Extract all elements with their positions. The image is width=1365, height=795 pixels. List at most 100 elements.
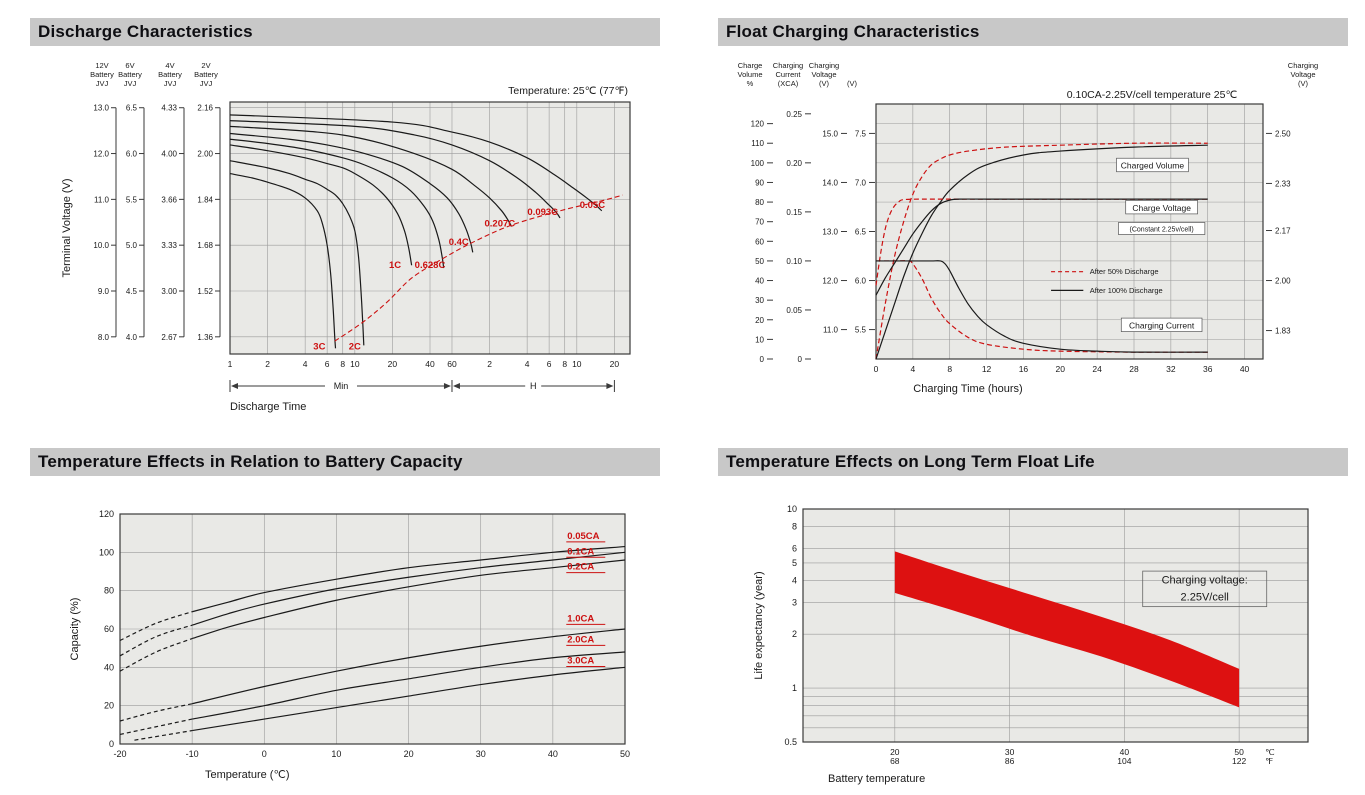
plot-frame (875, 103, 1264, 360)
axis-header: (V) (847, 79, 858, 88)
x-tick-celsius: 50 (1234, 747, 1244, 757)
axis-tick: 0.10 (786, 257, 802, 266)
x-tick: 6 (547, 359, 552, 369)
y-axis-header: 6V (125, 61, 134, 70)
axis-header: (V) (1298, 79, 1309, 88)
y-tick: 80 (104, 586, 114, 596)
y-axis-title: Capacity (%) (69, 598, 81, 661)
y-tick: 40 (104, 662, 114, 672)
x-unit-label: H (530, 381, 537, 391)
axis-header: Charging (773, 61, 803, 70)
axis-tick: 20 (755, 316, 764, 325)
panel-discharge-characteristics: Discharge Characteristics 1 2 4 6 8 10 20 40 60 2… (30, 18, 660, 422)
x-tick: 2 (487, 359, 492, 369)
axis-tick: 70 (755, 218, 764, 227)
arrowhead-left-icon (231, 383, 238, 389)
y-tick: 8 (792, 521, 797, 531)
axis-header: Voltage (1290, 70, 1315, 79)
y-tick: 2 (792, 629, 797, 639)
y-tick: 3.00 (161, 287, 177, 296)
series-label: 1.0CA (567, 613, 594, 624)
curve-label: Charging Current (1129, 321, 1195, 331)
y-tick: 11.0 (94, 195, 110, 204)
legend-label: After 100% Discharge (1090, 286, 1163, 295)
x-tick: 50 (620, 749, 630, 759)
x-tick: 20 (388, 359, 398, 369)
axis-tick: 40 (755, 277, 764, 286)
x-tick: 6 (325, 359, 330, 369)
series-label: 3C (313, 342, 325, 353)
series-label: 1C (389, 260, 401, 271)
float-life-chart: 1086543210.5206830864010450122℃℉Charging… (753, 504, 1309, 785)
y-tick: 6.5 (126, 104, 138, 113)
x-tick: -10 (186, 749, 199, 759)
x-tick: 24 (1092, 364, 1102, 374)
series-label: 0.1CA (567, 546, 594, 557)
axis-tick: 14.0 (822, 178, 838, 187)
x-tick: 8 (562, 359, 567, 369)
x-axis-title: Charging Time (hours) (913, 383, 1022, 395)
x-tick: 1 (228, 359, 233, 369)
axis-tick: 60 (755, 237, 764, 246)
axis-header: Charge (738, 61, 763, 70)
y-tick: 8.0 (98, 333, 110, 342)
y-tick: 4 (792, 575, 797, 585)
series-label: 0.093C (527, 207, 558, 218)
series-label: 2.0CA (567, 634, 594, 645)
x-tick: 12 (982, 364, 992, 374)
axis-tick: 100 (751, 159, 765, 168)
chart-annotation: 2.25V/cell (1181, 592, 1229, 604)
y-tick: 5.0 (126, 241, 138, 250)
axis-tick: 2.00 (1275, 277, 1291, 286)
y-axis-header: Battery (118, 70, 142, 79)
axis-header: (V) (819, 79, 830, 88)
axis-header: (XCA) (778, 79, 799, 88)
axis-tick: 0 (760, 355, 765, 364)
x-tick: -20 (113, 749, 126, 759)
axis-tick: 11.0 (823, 326, 839, 335)
y-axis-header: JVJ (164, 79, 177, 88)
curve-label-box (1120, 317, 1203, 332)
x-tick: 30 (476, 749, 486, 759)
panel-float-life: Temperature Effects on Long Term Float L… (718, 448, 1348, 789)
y-axis-header: Battery (158, 70, 182, 79)
axis-tick: 0 (798, 355, 803, 364)
series-1.0CA (192, 628, 626, 705)
x-tick-fahrenheit: 86 (1005, 756, 1015, 766)
plot-frame (802, 508, 1309, 743)
y-tick: 100 (99, 547, 114, 557)
y-axis-header: Battery (194, 70, 218, 79)
curve-label: Charge Voltage (1132, 203, 1191, 213)
y-tick: 4.33 (161, 104, 177, 113)
x-tick: 10 (572, 359, 582, 369)
axis-tick: 1.83 (1275, 327, 1291, 336)
x-tick: 0 (874, 364, 879, 374)
x-axis-title: Discharge Time (230, 401, 306, 413)
x-tick: 16 (1019, 364, 1029, 374)
cutoff-curve (334, 194, 623, 342)
arrowhead-left-icon (452, 383, 460, 389)
axis-tick: 2.17 (1275, 227, 1291, 236)
axis-tick: 7.5 (855, 129, 867, 138)
y-tick: 2.00 (197, 150, 213, 159)
axis-tick: 0.25 (786, 110, 802, 119)
series-label: 0.207C (485, 219, 516, 230)
x-tick: 32 (1166, 364, 1176, 374)
axis-tick: 7.0 (855, 178, 867, 187)
axis-tick: 2.50 (1275, 129, 1291, 138)
y-tick: 1.68 (197, 241, 213, 250)
y-tick: 10.0 (93, 241, 109, 250)
curve-label: Charged Volume (1121, 161, 1185, 171)
series-dashed-tail (134, 729, 193, 741)
series-line (875, 142, 1208, 360)
y-tick: 60 (104, 624, 114, 634)
chart-annotation: Charging voltage: (1162, 574, 1248, 586)
x-tick: 8 (947, 364, 952, 374)
x-tick: 36 (1203, 364, 1213, 374)
series-dashed-tail (119, 703, 193, 722)
series-dashed-tail (119, 624, 193, 657)
series-0.628C (229, 138, 445, 269)
x-tick: 8 (340, 359, 345, 369)
x-tick: 20 (404, 749, 414, 759)
